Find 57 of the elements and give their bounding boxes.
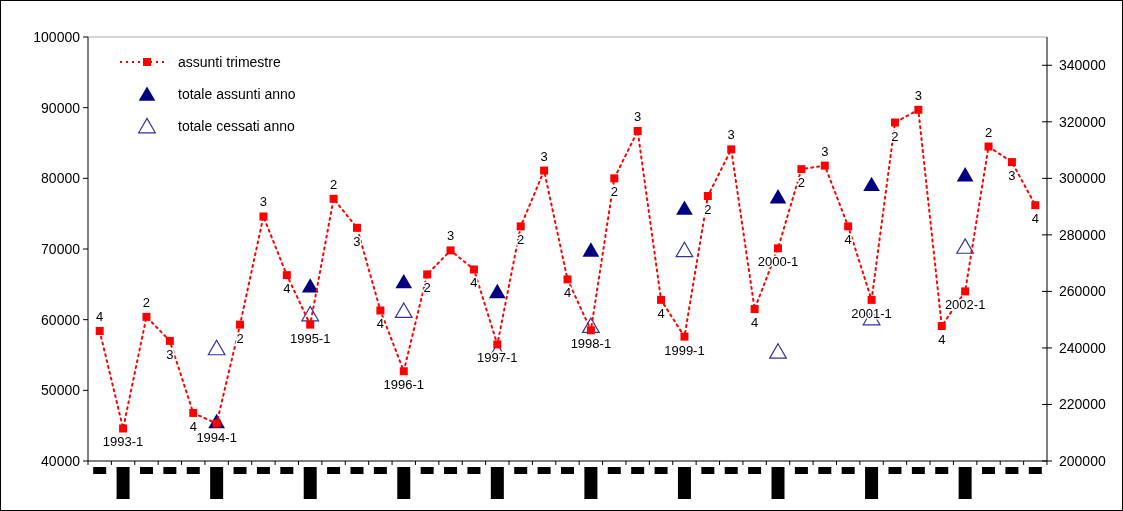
x-tick-label: 4 [283, 281, 291, 297]
x-tick-label: 2 [236, 330, 244, 346]
y2-tick-label: 240000 [1059, 339, 1106, 356]
x-tick-label: 3 [727, 127, 735, 143]
x-tick-label: 2 [423, 280, 431, 296]
x-tick-label: 2 [517, 232, 525, 248]
x-tick-label: 3 [821, 143, 829, 159]
x-tick-label: 2 [610, 184, 618, 200]
legend-label: totale cessati anno [178, 117, 295, 134]
y-tick-label: 50000 [41, 382, 81, 399]
y-tick-label: 100000 [33, 28, 81, 45]
x-tick-label: 3 [634, 108, 642, 124]
x-tick-label: 4 [470, 275, 478, 291]
x-tick-label: 2 [984, 124, 993, 140]
x-tick-label: 4 [1031, 211, 1039, 227]
x-tick-label: 3 [353, 233, 361, 249]
x-tick-label: 4 [844, 232, 852, 248]
y-tick-label: 90000 [41, 99, 81, 116]
legend-label: assunti trimestre [178, 53, 281, 70]
x-tick-label: 2 [329, 176, 338, 192]
x-tick-label: 2002-1 [944, 297, 986, 313]
legend-label: totale assunti anno [178, 85, 296, 102]
x-tick-label: 3 [166, 346, 174, 362]
y2-tick-label: 300000 [1059, 170, 1106, 187]
x-tick-label: 1996-1 [383, 377, 425, 393]
x-tick-label: 4 [657, 305, 665, 321]
x-tick-label: 3 [540, 148, 548, 164]
x-tick-label: 4 [563, 285, 572, 301]
x-tick-label: 1995-1 [289, 330, 331, 346]
y2-tick-label: 220000 [1059, 396, 1106, 413]
x-tick-label: 1993-1 [102, 434, 144, 450]
y-tick-label: 40000 [41, 452, 81, 469]
x-tick-label: 2 [891, 128, 899, 144]
y-tick-label: 70000 [41, 240, 81, 257]
x-tick-label: 1999-1 [664, 342, 705, 358]
x-tick-label: 2000-1 [757, 254, 799, 270]
x-tick-label: 4 [376, 316, 384, 332]
x-tick-label: 1998-1 [570, 336, 612, 352]
x-tick-label: 3 [914, 87, 922, 103]
x-tick-label: 4 [96, 308, 104, 324]
x-tick-label: 3 [259, 194, 268, 210]
x-tick-label: 2 [797, 175, 806, 191]
y2-tick-label: 280000 [1059, 226, 1106, 243]
y2-tick-label: 200000 [1059, 452, 1106, 469]
y2-tick-label: 320000 [1059, 113, 1106, 130]
y2-tick-label: 260000 [1059, 283, 1106, 300]
x-tick-label: 3 [446, 228, 455, 244]
y2-tick-label: 340000 [1059, 57, 1106, 74]
x-tick-label: 4 [938, 332, 946, 348]
x-tick-label: 3 [1008, 168, 1016, 184]
x-tick-label: 2 [142, 294, 151, 310]
x-tick-label: 4 [751, 315, 759, 331]
x-tick-label: 2 [704, 202, 712, 217]
x-tick-label: 1994-1 [196, 429, 237, 445]
x-tick-label: 4 [189, 418, 197, 434]
y-tick-label: 60000 [41, 311, 81, 328]
y-tick-label: 80000 [41, 170, 81, 187]
